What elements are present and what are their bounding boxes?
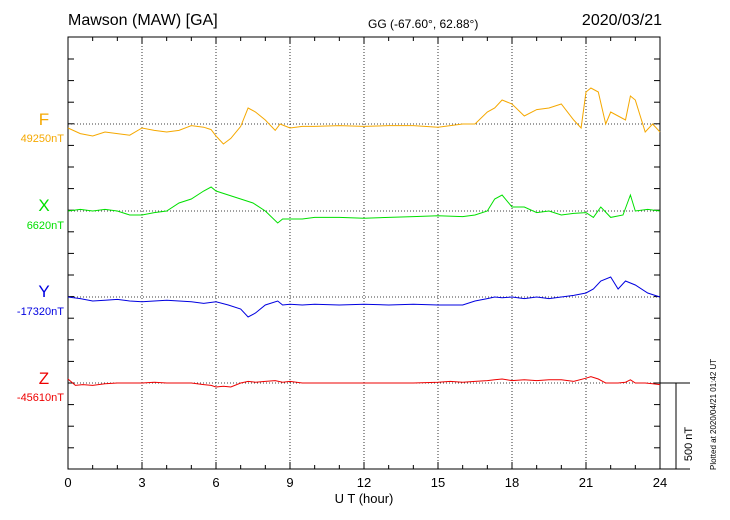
trace-z (67, 376, 661, 388)
x-axis-label: U T (hour) (335, 491, 394, 506)
series-label-x: X (38, 196, 49, 215)
x-tick-label: 6 (212, 475, 219, 490)
x-tick-label: 9 (286, 475, 293, 490)
x-tick-label: 12 (357, 475, 371, 490)
x-tick-label: 24 (653, 475, 667, 490)
plot-timestamp: Plotted at 2020/04/21 01:42 UT (709, 358, 718, 470)
trace-f (67, 87, 661, 145)
series-label-z: Z (39, 369, 49, 388)
scale-bar-label: 500 nT (683, 427, 695, 462)
x-tick-label: 15 (431, 475, 445, 490)
station-title: Mawson (MAW) [GA] (68, 12, 218, 29)
series-label-f: F (39, 110, 49, 129)
x-tick-label: 21 (579, 475, 593, 490)
x-tick-label: 18 (505, 475, 519, 490)
series-label-y: Y (38, 282, 49, 301)
trace-x (67, 186, 661, 224)
trace-y (67, 276, 661, 318)
x-tick-label: 0 (64, 475, 71, 490)
baseline-value-z: -45610nT (17, 392, 64, 404)
x-tick-label: 3 (138, 475, 145, 490)
baseline-value-y: -17320nT (17, 306, 64, 318)
geographic-coordinates: GG (-67.60°, 62.88°) (368, 17, 479, 31)
baseline-value-f: 49250nT (21, 133, 65, 145)
baseline-value-x: 6620nT (27, 220, 65, 232)
chart-date: 2020/03/21 (581, 12, 662, 29)
